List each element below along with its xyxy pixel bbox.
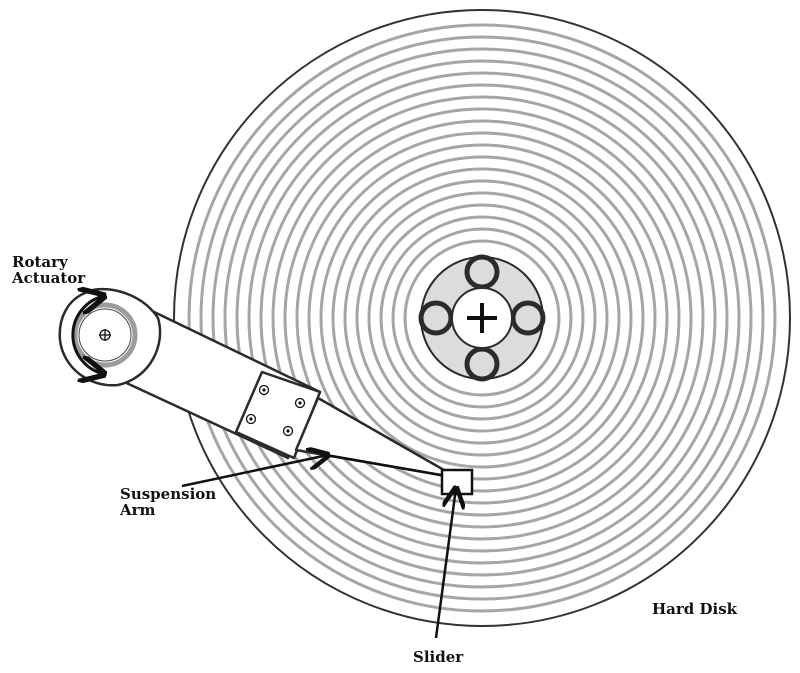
disk-track	[223, 59, 741, 577]
plate-outline	[234, 370, 322, 460]
screw-icon	[282, 425, 294, 437]
hard-disk-label: Hard Disk	[652, 600, 738, 618]
arm-label: Arm	[119, 501, 156, 519]
disk-track	[355, 191, 609, 445]
hub-screw-top	[464, 254, 500, 290]
screw-icon	[258, 384, 270, 396]
slider-head	[440, 468, 474, 496]
suspension-arm-tip	[325, 453, 459, 480]
actuator-arm	[58, 289, 474, 496]
disk-track	[199, 35, 765, 601]
disk-track	[187, 23, 777, 613]
disk-track	[379, 215, 585, 421]
hub-screw-right	[510, 300, 546, 336]
disk-track	[271, 107, 693, 529]
hub-screw-bottom	[464, 346, 500, 382]
spindle-hub	[418, 254, 546, 382]
suspension-label: Suspension	[120, 485, 216, 503]
screw-icon	[245, 413, 257, 425]
disk-track	[391, 227, 573, 409]
slider-label: Slider	[413, 648, 464, 666]
disk-track	[247, 83, 717, 553]
disk-track	[331, 167, 633, 469]
rotation-arrow	[71, 296, 104, 374]
plus-icon	[467, 303, 497, 333]
mounting-plate	[234, 370, 322, 460]
disk-track	[403, 239, 561, 397]
suspension-arm-leader	[181, 455, 328, 488]
screw-icon	[294, 397, 306, 409]
actuator-label: Actuator	[11, 269, 86, 287]
disk-track	[343, 179, 621, 457]
rotary-label: Rotary	[12, 253, 69, 271]
disk-tracks	[187, 23, 777, 613]
disk-track	[319, 155, 645, 481]
disk-track	[367, 203, 597, 433]
slider-leader	[434, 488, 456, 639]
hub-screw-left	[418, 300, 454, 336]
disk-track	[235, 71, 729, 565]
disk-track	[283, 119, 681, 517]
disk-track	[211, 47, 753, 589]
disk-track	[295, 131, 669, 505]
disk-track	[259, 95, 705, 541]
disk-track	[307, 143, 657, 493]
